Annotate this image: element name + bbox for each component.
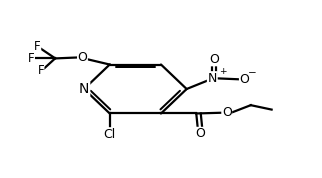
Text: O: O	[209, 53, 219, 66]
Text: O: O	[240, 73, 249, 86]
Text: O: O	[78, 51, 87, 64]
Text: F: F	[28, 52, 34, 65]
Text: F: F	[37, 64, 44, 77]
Text: F: F	[34, 40, 41, 53]
Text: N: N	[208, 72, 217, 85]
Text: +: +	[219, 67, 226, 76]
Text: O: O	[195, 127, 205, 140]
Text: N: N	[79, 82, 89, 96]
Text: Cl: Cl	[104, 128, 116, 141]
Text: −: −	[248, 68, 257, 78]
Text: O: O	[222, 106, 232, 119]
